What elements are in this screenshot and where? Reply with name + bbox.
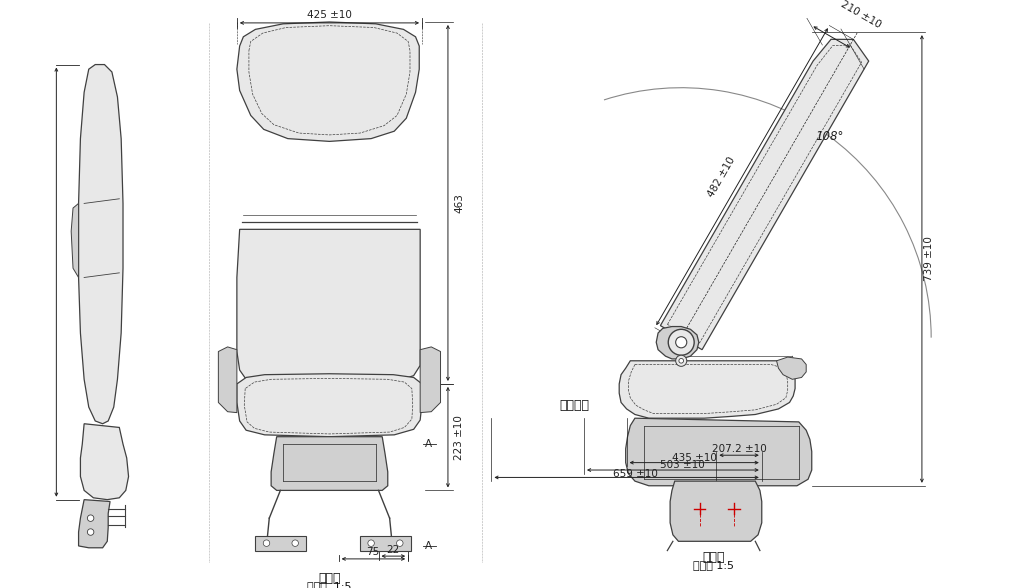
Text: A: A <box>425 439 432 449</box>
Text: 75: 75 <box>366 547 380 557</box>
Polygon shape <box>776 357 806 379</box>
Circle shape <box>676 337 687 348</box>
Bar <box>256 536 307 550</box>
Polygon shape <box>71 203 78 278</box>
Text: 425 ±10: 425 ±10 <box>307 11 352 21</box>
Text: 207.2 ±10: 207.2 ±10 <box>711 444 766 454</box>
Polygon shape <box>218 347 236 413</box>
Polygon shape <box>420 347 440 413</box>
Polygon shape <box>656 326 699 359</box>
Circle shape <box>668 329 694 355</box>
Circle shape <box>368 540 374 546</box>
Polygon shape <box>626 418 812 486</box>
Polygon shape <box>236 22 419 141</box>
Polygon shape <box>78 65 123 424</box>
Text: 22: 22 <box>386 544 399 554</box>
Text: 739 ±10: 739 ±10 <box>924 236 934 282</box>
Circle shape <box>88 515 94 522</box>
Polygon shape <box>671 481 762 542</box>
Text: 482 ±10: 482 ±10 <box>706 155 738 199</box>
Text: 缩放： 1:5: 缩放： 1:5 <box>693 560 734 570</box>
Circle shape <box>292 540 299 546</box>
Polygon shape <box>236 374 422 437</box>
Text: A: A <box>425 541 432 551</box>
Polygon shape <box>78 500 110 548</box>
Circle shape <box>676 355 687 366</box>
Polygon shape <box>236 229 420 385</box>
Text: 503 ±10: 503 ±10 <box>659 460 704 470</box>
Circle shape <box>396 540 404 546</box>
Circle shape <box>263 540 270 546</box>
Polygon shape <box>271 437 388 490</box>
Text: 左视图: 左视图 <box>702 550 725 563</box>
Polygon shape <box>620 361 795 418</box>
Circle shape <box>679 359 684 363</box>
Text: 翻转状态: 翻转状态 <box>559 399 590 412</box>
Polygon shape <box>81 424 128 500</box>
Text: 210 ±10: 210 ±10 <box>839 0 882 31</box>
Text: 缩放：  1:5: 缩放： 1:5 <box>307 581 352 588</box>
Text: 463: 463 <box>454 193 464 213</box>
Text: 正视图: 正视图 <box>318 572 340 585</box>
Polygon shape <box>660 39 869 350</box>
Text: 435 ±10: 435 ±10 <box>672 453 716 463</box>
Text: 659 ±10: 659 ±10 <box>613 469 658 479</box>
Bar <box>360 536 411 550</box>
Text: 223 ±10: 223 ±10 <box>454 415 464 460</box>
Circle shape <box>88 529 94 535</box>
Text: 108°: 108° <box>815 131 844 143</box>
